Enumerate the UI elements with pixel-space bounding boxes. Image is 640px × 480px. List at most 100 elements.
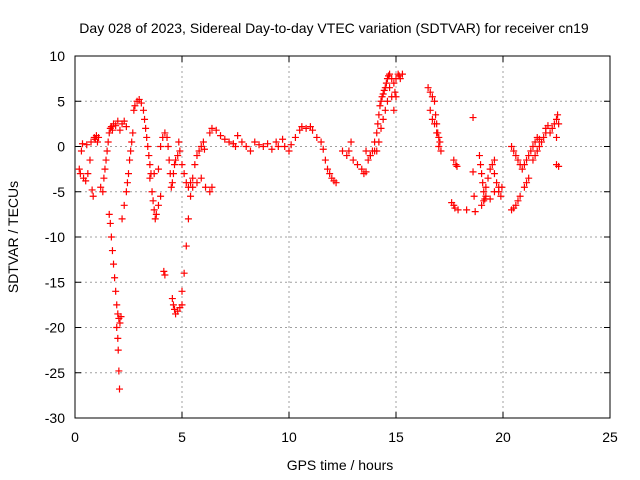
data-point-marker	[392, 93, 400, 101]
data-point-marker	[184, 215, 192, 223]
data-point-marker	[169, 170, 177, 178]
data-point-marker	[353, 161, 361, 169]
data-point-marker	[364, 156, 372, 164]
data-point-marker	[160, 267, 168, 275]
data-point-marker	[469, 114, 477, 122]
data-point-marker	[107, 233, 115, 241]
data-point-marker	[130, 106, 138, 114]
data-point-marker	[268, 145, 276, 153]
data-point-marker	[274, 143, 282, 150]
data-point-marker	[298, 123, 306, 131]
x-axis-label: GPS time / hours	[287, 457, 394, 473]
data-point-marker	[529, 143, 537, 150]
data-point-marker	[129, 129, 137, 137]
data-point-marker	[189, 174, 197, 182]
data-point-marker	[374, 120, 382, 128]
data-point-marker	[171, 305, 179, 313]
data-point-marker	[206, 129, 214, 137]
data-point-marker	[264, 140, 272, 148]
data-point-marker	[390, 106, 398, 114]
x-tick-label: 0	[71, 429, 79, 445]
data-point-marker	[202, 183, 210, 191]
data-point-marker	[106, 219, 114, 227]
data-point-marker	[78, 140, 86, 148]
data-point-marker	[332, 179, 340, 187]
data-point-marker	[108, 126, 116, 134]
data-point-marker	[512, 152, 520, 160]
data-point-marker	[454, 206, 462, 214]
data-point-marker	[555, 162, 563, 170]
data-point-marker	[175, 138, 183, 146]
data-point-marker	[180, 269, 188, 277]
data-point-marker	[313, 133, 321, 141]
data-point-marker	[100, 174, 108, 182]
x-tick-label: 5	[178, 429, 186, 445]
data-point-marker	[149, 197, 157, 205]
data-point-marker	[428, 115, 436, 123]
data-point-marker	[75, 165, 83, 173]
x-tick-label: 20	[495, 429, 511, 445]
data-point-marker	[281, 143, 289, 150]
data-point-marker	[386, 84, 394, 92]
data-point-marker	[531, 152, 539, 160]
data-point-marker	[113, 301, 121, 309]
data-point-marker	[345, 147, 353, 155]
data-point-marker	[477, 161, 485, 169]
data-point-marker	[246, 147, 254, 155]
data-point-marker	[486, 165, 494, 173]
data-point-marker	[319, 145, 327, 153]
plot-frame	[74, 55, 611, 419]
data-point-marker	[488, 161, 496, 169]
data-point-marker	[482, 183, 490, 191]
y-tick-label: -30	[45, 410, 65, 426]
data-point-marker	[475, 152, 483, 160]
data-point-marker	[436, 138, 444, 146]
data-point-marker	[174, 307, 182, 315]
data-point-marker	[120, 201, 128, 209]
data-point-marker	[89, 192, 97, 200]
data-point-marker	[482, 192, 490, 200]
data-point-marker	[168, 295, 176, 303]
data-point-marker	[234, 132, 242, 140]
data-point-marker	[118, 215, 126, 223]
data-point-marker	[555, 120, 563, 128]
data-point-marker	[143, 133, 151, 141]
data-point-marker	[102, 156, 110, 164]
data-point-marker	[122, 123, 130, 131]
data-point-marker	[126, 156, 134, 164]
data-point-marker	[518, 165, 526, 173]
data-point-marker	[324, 165, 332, 173]
data-point-marker	[426, 106, 434, 114]
data-point-marker	[125, 170, 132, 178]
data-point-marker	[548, 124, 556, 132]
data-point-marker	[212, 126, 220, 134]
data-point-marker	[169, 301, 177, 309]
data-point-marker	[377, 124, 385, 132]
data-point-marker	[150, 170, 158, 178]
data-point-marker	[108, 247, 116, 255]
data-point-marker	[291, 133, 299, 141]
data-point-marker	[116, 126, 124, 134]
data-point-marker	[398, 70, 406, 78]
chart-title: Day 028 of 2023, Sidereal Day-to-day VTE…	[79, 20, 589, 36]
data-point-marker	[396, 75, 404, 83]
data-point-marker	[187, 179, 195, 187]
data-point-marker	[128, 138, 136, 146]
data-point-marker	[82, 177, 90, 185]
data-point-marker	[113, 324, 121, 331]
data-point-marker	[375, 138, 383, 146]
data-point-marker	[154, 201, 162, 209]
data-point-marker	[435, 143, 443, 150]
data-point-marker	[120, 117, 128, 125]
data-point-marker	[490, 156, 498, 164]
data-point-marker	[317, 138, 325, 146]
y-tick-label: 0	[57, 139, 65, 155]
data-point-marker	[379, 90, 387, 98]
data-point-marker	[114, 346, 122, 354]
data-point-marker	[200, 145, 208, 153]
data-point-marker	[168, 179, 176, 187]
data-point-marker	[490, 170, 498, 178]
data-point-marker	[362, 168, 370, 176]
data-point-marker	[111, 274, 119, 282]
data-point-marker	[535, 143, 543, 150]
